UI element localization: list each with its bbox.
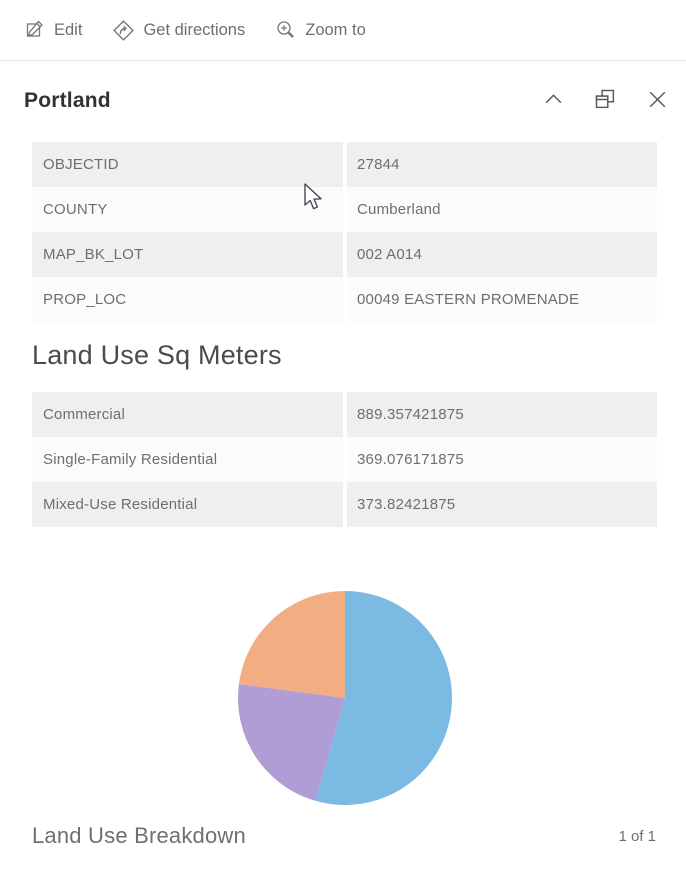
edit-icon [24, 19, 46, 41]
feature-pagination: 1 of 1 [618, 827, 656, 845]
collapse-button[interactable] [541, 87, 566, 115]
edit-button-label: Edit [54, 20, 83, 39]
field-value: 00049 EASTERN PROMENADE [347, 277, 657, 322]
field-value: 002 A014 [347, 232, 657, 277]
zoom-to-icon [275, 19, 297, 41]
get-directions-button-label: Get directions [143, 20, 246, 39]
pie-slice-commercial[interactable] [315, 591, 452, 805]
chart-footer: Land Use Breakdown 1 of 1 [32, 818, 656, 854]
field-value: 369.076171875 [347, 437, 657, 482]
table-row: OBJECTID 27844 [32, 142, 657, 187]
land-use-pie-chart [238, 591, 452, 805]
field-value: 373.82421875 [347, 482, 657, 527]
field-label: Single-Family Residential [32, 437, 343, 482]
pie-slice-single-family-residential[interactable] [238, 683, 345, 801]
table-row: MAP_BK_LOT 002 A014 [32, 232, 657, 277]
chevron-up-icon [541, 87, 566, 115]
table-row: Single-Family Residential 369.076171875 [32, 437, 657, 482]
popup-title: Portland [24, 89, 111, 112]
dock-button[interactable] [592, 86, 619, 116]
table-row: Mixed-Use Residential 373.82421875 [32, 482, 657, 527]
field-value: Cumberland [347, 187, 657, 232]
field-value: 27844 [347, 142, 657, 187]
get-directions-button[interactable]: Get directions [112, 19, 245, 42]
zoom-to-button-label: Zoom to [305, 20, 366, 39]
zoom-to-button[interactable]: Zoom to [275, 19, 366, 41]
land-use-table: Commercial 889.357421875 Single-Family Res… [32, 392, 657, 527]
field-value: 889.357421875 [347, 392, 657, 437]
field-label: PROP_LOC [32, 277, 343, 322]
chart-caption: Land Use Breakdown [32, 823, 246, 848]
popup-action-toolbar: Edit Get directions Zoom to [0, 0, 686, 61]
field-label: COUNTY [32, 187, 343, 232]
attribute-table: OBJECTID 27844 COUNTY Cumberland MAP_BK_LOT 0… [32, 142, 657, 322]
field-label: Commercial [32, 392, 343, 437]
table-row: Commercial 889.357421875 [32, 392, 657, 437]
field-label: MAP_BK_LOT [32, 232, 343, 277]
popup-header: Portland [0, 61, 686, 141]
pie-slice-mixed-use-residential[interactable] [238, 591, 345, 698]
close-button[interactable] [645, 87, 670, 115]
table-row: COUNTY Cumberland [32, 187, 657, 232]
edit-button[interactable]: Edit [24, 19, 82, 41]
land-use-heading: Land Use Sq Meters [32, 340, 282, 370]
field-label: Mixed-Use Residential [32, 482, 343, 527]
dock-icon [592, 86, 619, 116]
table-row: PROP_LOC 00049 EASTERN PROMENADE [32, 277, 657, 322]
close-icon [645, 87, 670, 115]
field-label: OBJECTID [32, 142, 343, 187]
directions-icon [112, 19, 135, 42]
header-actions [541, 86, 670, 116]
